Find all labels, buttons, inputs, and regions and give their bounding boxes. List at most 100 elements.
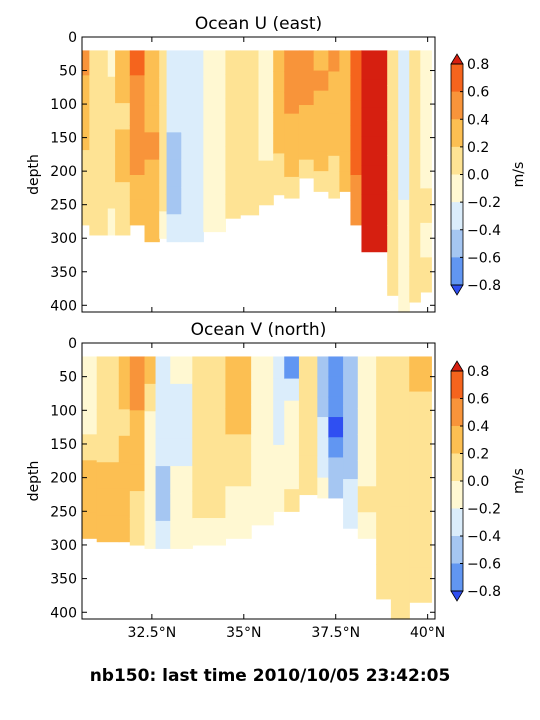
heatmap-cell: [166, 159, 182, 188]
heatmap-cell: [361, 50, 388, 80]
heatmap-cell: [357, 460, 377, 487]
heatmap-cell: [89, 103, 109, 131]
heatmap-cell: [390, 431, 410, 470]
colorbar-segment: [451, 91, 463, 120]
heatmap-cell: [96, 382, 120, 410]
heatmap-cells: [82, 356, 432, 620]
heatmap-cell: [339, 70, 352, 92]
heatmap-cell: [273, 378, 285, 402]
heatmap-cell: [298, 123, 315, 143]
heatmap-cell: [82, 50, 90, 76]
colorbar-tick-label: −0.4: [467, 223, 501, 239]
heatmap-cell: [118, 462, 131, 490]
heatmap-cell: [258, 160, 274, 184]
heatmap-cell: [181, 159, 204, 188]
colorbar-segment: [451, 453, 463, 482]
heatmap-cell: [284, 422, 300, 446]
heatmap-cell: [313, 50, 329, 72]
heatmap-cell: [129, 383, 146, 411]
heatmap-cell: [181, 214, 204, 243]
colorbar-segment: [451, 536, 463, 564]
y-tick-label: 200: [50, 164, 77, 180]
heatmap-cell: [82, 408, 98, 435]
heatmap-cell: [273, 71, 285, 93]
panel-ocean-v: 0 50 100 150 200 250 300 350 400 32.5°N 35°N 37.5°N…: [26, 320, 527, 641]
heatmap-cell: [181, 77, 204, 106]
heatmap-cell: [376, 356, 392, 392]
colorbar-tick-label: 0.4: [467, 419, 489, 435]
heatmap-cell: [398, 50, 410, 89]
y-tick-label: 150: [50, 437, 77, 453]
colorbar-segment: [451, 426, 463, 454]
heatmap-cell: [409, 266, 421, 303]
colorbar-tick-label: 0.0: [467, 474, 489, 490]
heatmap-cell: [225, 170, 241, 195]
heatmap-cell: [159, 77, 168, 105]
colorbar-tick-label: −0.2: [467, 195, 501, 211]
heatmap-cell: [284, 400, 300, 424]
colorbar-segment: [451, 202, 463, 231]
heatmap-cell: [82, 174, 90, 201]
heatmap-cell: [390, 581, 410, 620]
heatmap-cell: [357, 434, 377, 461]
colorbar-tick-label: 0.4: [467, 112, 489, 128]
heatmap-cell: [284, 155, 300, 178]
heatmap-cell: [240, 167, 260, 192]
heatmap-cell: [357, 382, 377, 409]
heatmap-cell: [284, 356, 300, 380]
heatmap-cell: [420, 119, 432, 155]
colorbar-tick-label: 0.6: [467, 392, 489, 408]
colorbar-tick-label: 0.6: [467, 85, 489, 101]
y-tick-label: 300: [50, 231, 77, 247]
heatmap-cell: [390, 506, 410, 545]
heatmap-cell: [118, 488, 131, 516]
heatmap-cell: [159, 211, 168, 239]
heatmap-cell: [317, 457, 329, 479]
y-axis-label: depth: [26, 154, 42, 195]
heatmap-cell: [317, 376, 329, 398]
heatmap-cell: [398, 237, 410, 276]
heatmap-cell: [129, 491, 146, 519]
colorbar-tick-label: −0.2: [467, 502, 501, 518]
heatmap-cell: [376, 529, 392, 565]
heatmap-cell: [298, 141, 315, 161]
heatmap-cell: [251, 476, 274, 502]
heatmap-cell: [258, 182, 274, 206]
chart-title: Ocean U (east): [195, 14, 322, 34]
heatmap-cell: [376, 494, 392, 531]
heatmap-cell: [339, 151, 352, 172]
heatmap-cell: [155, 466, 171, 495]
heatmap-cell: [350, 125, 363, 151]
heatmap-cell: [273, 489, 285, 512]
heatmap-cell: [82, 460, 98, 487]
heatmap-cell: [284, 71, 300, 94]
heatmap-cell: [155, 383, 171, 412]
heatmap-cell: [115, 208, 131, 236]
heatmap-cell: [225, 194, 241, 219]
heatmap-cell: [82, 75, 90, 101]
heatmap-cell: [284, 176, 300, 199]
heatmap-cell: [192, 518, 227, 546]
heatmap-cell: [273, 422, 285, 446]
heatmap-cell: [203, 205, 227, 233]
heatmap-cell: [357, 512, 377, 539]
heatmap-cell: [203, 102, 227, 129]
heatmap-cell: [357, 486, 377, 513]
heatmap-cell: [170, 383, 193, 412]
heatmap-cell: [144, 132, 160, 161]
heatmap-cell: [350, 174, 363, 201]
heatmap-cell: [387, 190, 399, 226]
heatmap-cell: [409, 194, 421, 231]
y-tick-label: 150: [50, 131, 77, 147]
heatmap-cell: [89, 129, 109, 157]
heatmap-cell: [298, 86, 315, 106]
heatmap-cell: [284, 489, 300, 512]
heatmap-cell: [82, 486, 98, 513]
heatmap-cell: [273, 356, 285, 380]
heatmap-cell: [313, 90, 329, 112]
heatmap-cell: [170, 520, 193, 549]
heatmap-cell: [225, 356, 252, 384]
heatmap-cell: [409, 426, 432, 463]
heatmap-cell: [409, 86, 421, 123]
heatmap-cell: [118, 409, 131, 437]
